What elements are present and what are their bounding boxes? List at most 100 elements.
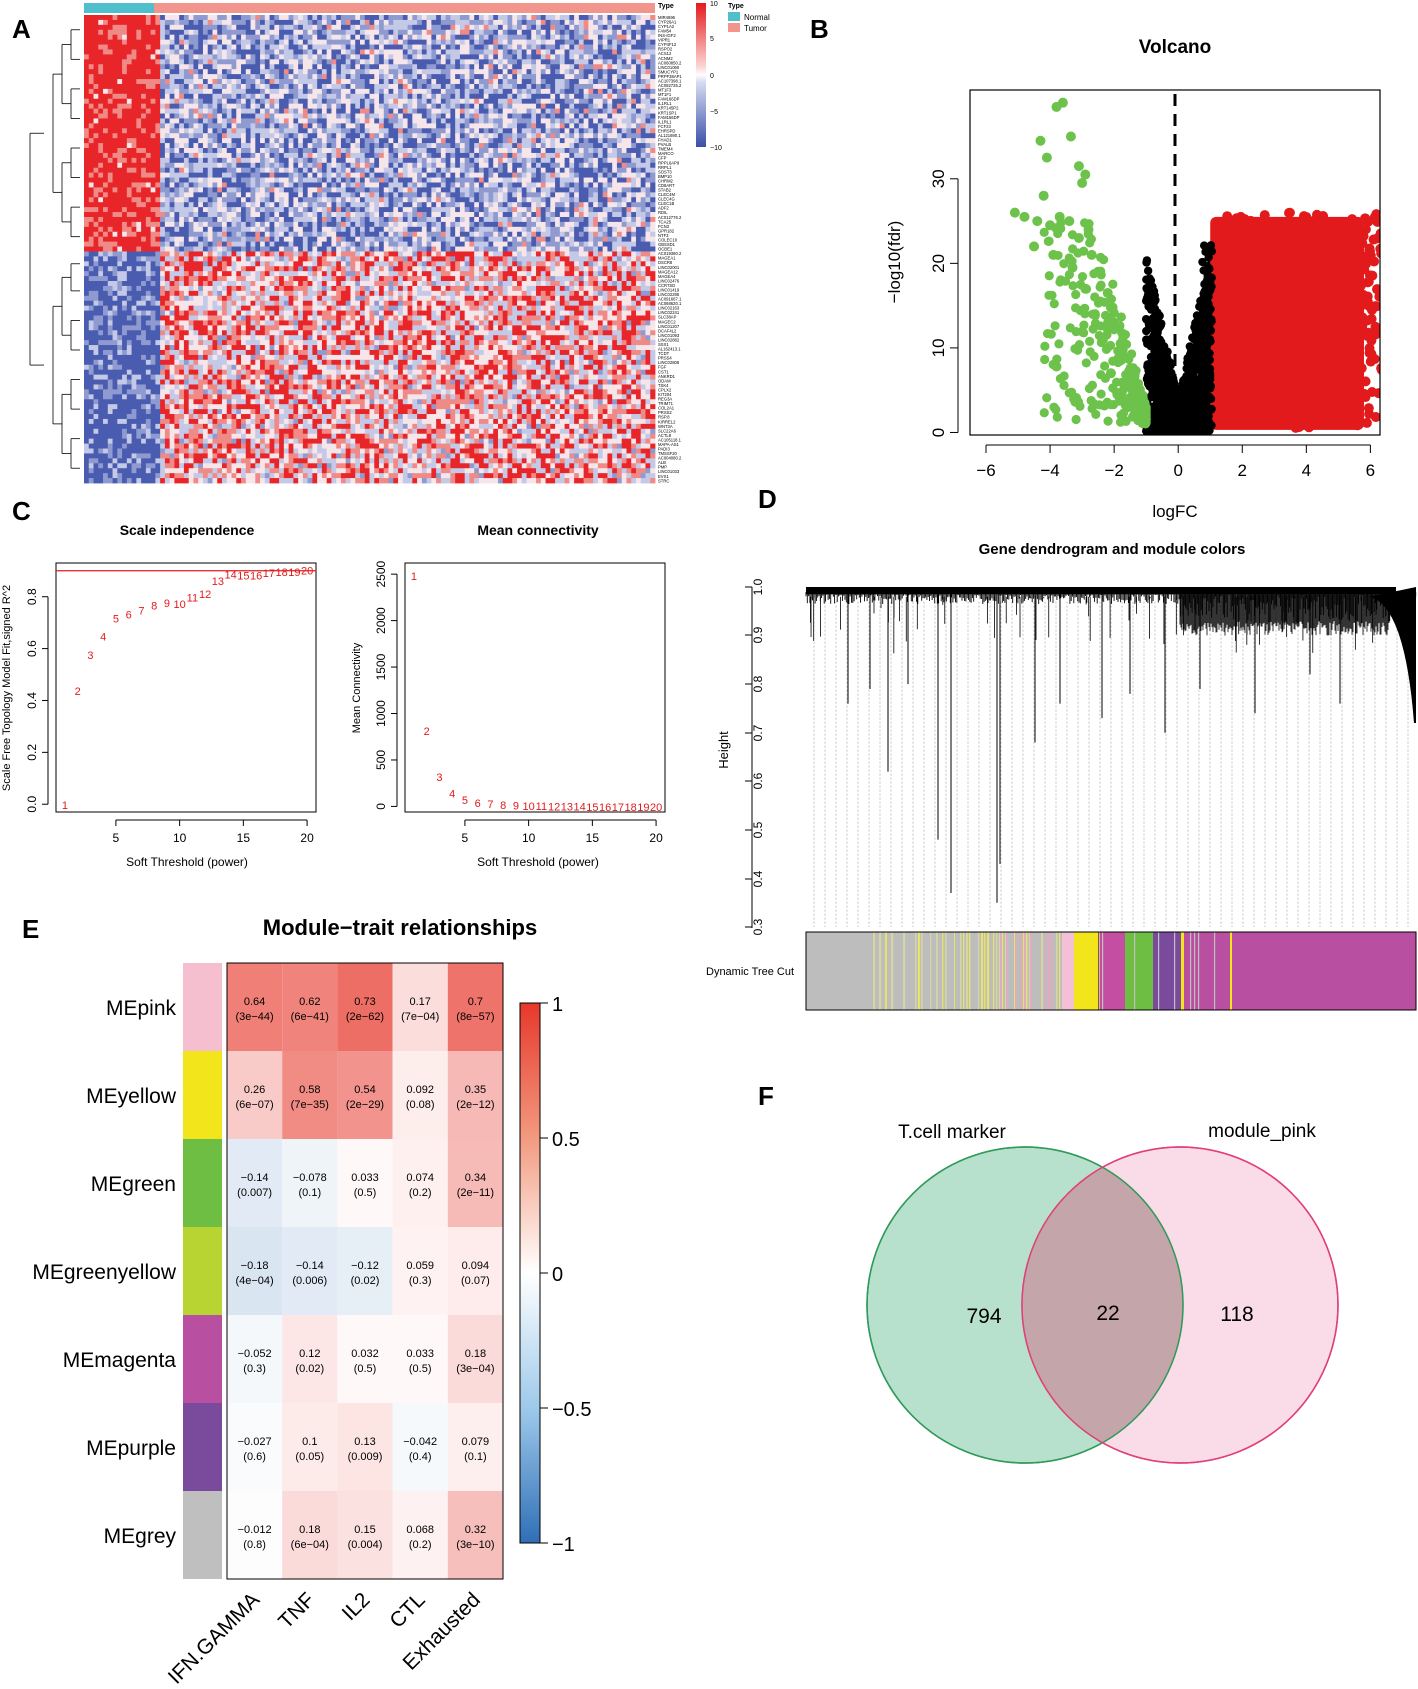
volcano-point: [1205, 364, 1215, 374]
volcano-point: [1164, 361, 1174, 370]
volcano-point: [1265, 314, 1276, 325]
heatmap-scale-tick: 0: [710, 73, 714, 80]
venn-count-tcell-only: 794: [966, 1305, 1001, 1328]
venn-label-module-pink: module_pink: [1208, 1121, 1316, 1142]
soft-threshold-ytick: 2500: [374, 560, 388, 587]
volcano-point: [1177, 421, 1186, 431]
gene-label: AC091667.1: [658, 297, 682, 302]
volcano-point: [1381, 400, 1391, 410]
module-color-bar: [805, 931, 1417, 1011]
volcano-point: [1093, 298, 1104, 308]
volcano-point: [1381, 221, 1391, 231]
volcano-point: [1347, 359, 1358, 370]
legend-swatch-tumor: [728, 23, 740, 32]
module-row-label: MEyellow: [86, 1085, 177, 1108]
volcano-point: [1156, 390, 1166, 399]
volcano-point: [1199, 369, 1208, 379]
volcano-point: [1341, 329, 1352, 340]
volcano-point: [1282, 394, 1293, 405]
volcano-point: [1219, 335, 1230, 346]
correlation-value: 0.079: [462, 1436, 490, 1448]
soft-power-point: 6: [126, 610, 132, 622]
gene-label: FHAD1: [658, 138, 672, 143]
volcano-point: [1371, 301, 1380, 312]
volcano-point: [1242, 417, 1253, 428]
gene-label: TRIM71: [658, 401, 674, 406]
volcano-point: [1343, 374, 1354, 385]
volcano-point: [1046, 329, 1056, 339]
volcano-point: [1204, 301, 1213, 311]
volcano-point: [1059, 380, 1069, 390]
heatmap-scale-tick: −5: [710, 109, 718, 116]
volcano-point: [1099, 400, 1109, 411]
volcano-point: [1115, 338, 1126, 349]
volcano-point: [1055, 277, 1065, 287]
volcano-point: [1091, 409, 1101, 419]
volcano-point: [1217, 265, 1228, 276]
volcano-point: [1080, 283, 1091, 294]
volcano-point: [1159, 366, 1168, 376]
volcano-point: [1243, 325, 1254, 336]
correlation-value: 0.074: [406, 1172, 434, 1184]
volcano-point: [1126, 349, 1137, 359]
volcano-point: [1057, 97, 1068, 108]
volcano-point: [1374, 291, 1380, 302]
volcano-point: [1166, 391, 1175, 400]
correlation-pvalue: (0.007): [237, 1187, 272, 1199]
soft-power-point: 16: [599, 802, 611, 814]
volcano-point: [1246, 366, 1257, 377]
volcano-point: [1231, 327, 1242, 338]
correlation-pvalue: (2e−11): [457, 1187, 494, 1199]
volcano-point: [1355, 251, 1366, 262]
gene-label: LINC02806: [658, 360, 680, 365]
correlation-value: 0.033: [351, 1172, 379, 1184]
volcano-point: [1379, 387, 1380, 391]
volcano-point: [1203, 271, 1213, 280]
gene-label: LINC01093: [658, 333, 680, 338]
volcano-point: [1304, 284, 1315, 295]
volcano-point: [1040, 341, 1050, 351]
correlation-pvalue: (0.1): [464, 1451, 487, 1463]
volcano-point: [1322, 363, 1333, 374]
module-trait-heatmap: MEpink 0.64 (3e−44) 0.62 (6e−41) 0.73 (2e−62) 0…: [32, 962, 504, 1689]
soft-power-point: 6: [475, 798, 481, 810]
correlation-pvalue: (0.02): [295, 1363, 324, 1375]
volcano-point: [1359, 388, 1370, 399]
volcano-point: [1118, 414, 1129, 424]
volcano-point: [1049, 299, 1059, 309]
panel-letter-a: A: [12, 14, 31, 44]
module-trait-cell: [282, 963, 338, 1051]
gene-label: MT1F1: [658, 92, 672, 97]
dendrogram-ytick: 0.7: [751, 724, 765, 741]
volcano-point: [1150, 383, 1159, 392]
volcano-point: [1153, 373, 1162, 382]
correlation-pvalue: (8e−57): [456, 1011, 494, 1023]
module-trait-cell: [282, 1315, 338, 1403]
correlation-value: 0.12: [299, 1348, 320, 1360]
volcano-point: [1263, 375, 1274, 386]
gene-dendrogram-panel: Gene dendrogram and module colors 1.0 0.…: [706, 541, 1417, 1011]
volcano-point: [1242, 220, 1253, 231]
correlation-pvalue: (3e−10): [456, 1539, 494, 1551]
soft-threshold-xtick: 10: [173, 831, 187, 845]
volcano-point: [1206, 241, 1216, 250]
correlation-value: 0.092: [406, 1084, 434, 1096]
dendrogram-ylabel: Height: [716, 731, 731, 769]
module-color-swatch: [183, 1403, 222, 1491]
volcano-point: [1320, 241, 1331, 252]
module-trait-cell: [337, 1227, 393, 1315]
volcano-point: [1106, 400, 1116, 410]
soft-power-point: 2: [75, 686, 81, 698]
volcano-point: [1294, 330, 1305, 341]
module-trait-cell: [447, 963, 503, 1051]
soft-power-point: 15: [586, 802, 598, 814]
soft-threshold-xtick: 20: [649, 831, 663, 845]
volcano-ytick: 0: [929, 428, 948, 437]
volcano-point: [1095, 321, 1106, 331]
soft-power-point: 10: [523, 801, 535, 813]
soft-power-point: 4: [449, 788, 455, 800]
volcano-point: [1364, 347, 1375, 358]
soft-power-point: 13: [561, 802, 573, 814]
soft-power-point: 8: [500, 800, 506, 812]
volcano-point: [1044, 271, 1054, 281]
